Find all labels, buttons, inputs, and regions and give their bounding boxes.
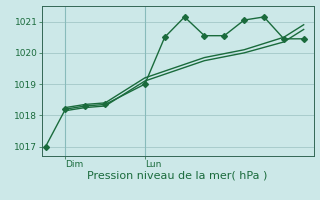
X-axis label: Pression niveau de la mer( hPa ): Pression niveau de la mer( hPa ) <box>87 171 268 181</box>
